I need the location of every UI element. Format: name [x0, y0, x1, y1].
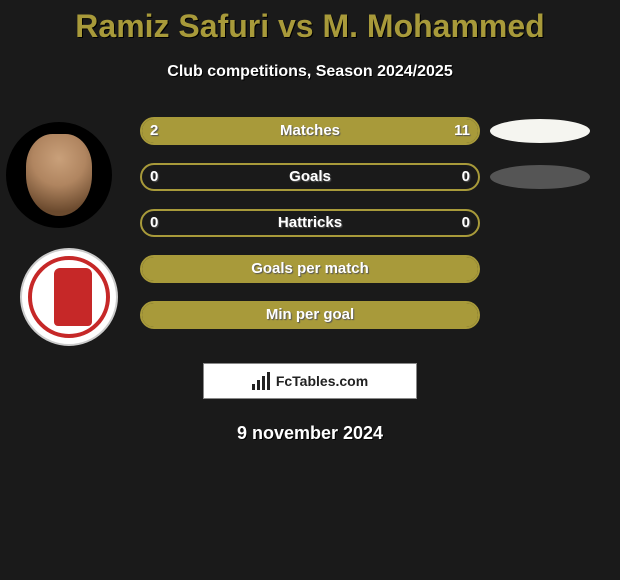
- stat-bar: Hattricks0 0: [140, 209, 480, 237]
- stat-value-left: 0: [150, 211, 158, 235]
- stat-value-left: 2: [150, 119, 158, 143]
- page-title: Ramiz Safuri vs M. Mohammed: [0, 0, 620, 45]
- stat-bar: Min per goal: [140, 301, 480, 329]
- stat-row: Hattricks0 0: [0, 209, 620, 255]
- bar-chart-icon: [252, 372, 270, 390]
- stat-oval-indicator: [490, 119, 590, 143]
- stats-container: Matches211Goals00Hattricks00Goals per ma…: [0, 117, 620, 347]
- stat-bar: Goals0 0: [140, 163, 480, 191]
- footer-date: 9 november 2024: [0, 423, 620, 444]
- stat-value-right: 0: [462, 165, 470, 189]
- stat-label: Goals: [142, 165, 478, 189]
- stat-row: Min per goal: [0, 301, 620, 347]
- brand-badge: FcTables.com: [203, 363, 417, 399]
- stat-label: Goals per match: [142, 257, 478, 281]
- stat-value-left: 0: [150, 165, 158, 189]
- stat-label: Hattricks: [142, 211, 478, 235]
- stat-bar: Goals per match: [140, 255, 480, 283]
- stat-oval-indicator: [490, 165, 590, 189]
- stat-label: Min per goal: [142, 303, 478, 327]
- stat-row: Matches2 11: [0, 117, 620, 163]
- stat-label: Matches: [142, 119, 478, 143]
- brand-text: FcTables.com: [276, 373, 368, 389]
- stat-value-right: 0: [462, 211, 470, 235]
- stat-value-right: 11: [454, 119, 470, 143]
- stat-row: Goals per match: [0, 255, 620, 301]
- stat-bar: Matches2 11: [140, 117, 480, 145]
- page-subtitle: Club competitions, Season 2024/2025: [0, 63, 620, 81]
- stat-row: Goals0 0: [0, 163, 620, 209]
